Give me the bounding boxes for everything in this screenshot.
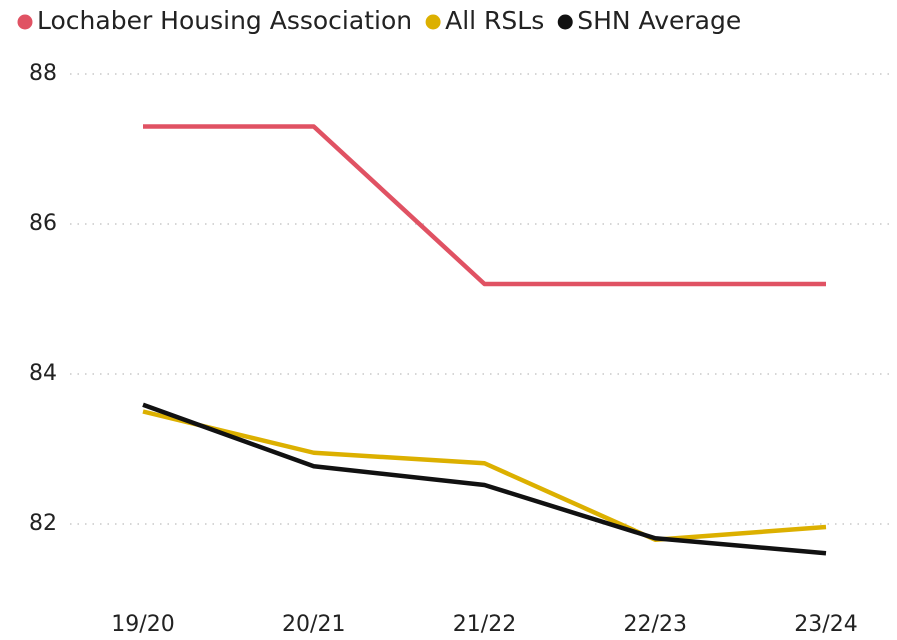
legend-marker: [17, 14, 33, 30]
legend-label: Lochaber Housing Association: [37, 6, 412, 35]
series-line: [142, 409, 827, 542]
y-tick-label: 88: [29, 61, 57, 86]
y-tick-label: 84: [29, 361, 57, 386]
x-tick-label: 20/21: [282, 612, 345, 637]
series-line: [142, 402, 827, 556]
legend-label: SHN Average: [577, 6, 741, 35]
x-tick-label: 22/23: [624, 612, 687, 637]
series-line: [143, 124, 826, 287]
legend-marker: [425, 14, 441, 30]
y-tick-label: 82: [29, 511, 57, 536]
legend-label: All RSLs: [445, 6, 544, 35]
y-tick-label: 86: [29, 211, 57, 236]
x-tick-label: 23/24: [794, 612, 857, 637]
legend-marker: [557, 14, 573, 30]
x-tick-label: 21/22: [453, 612, 516, 637]
x-tick-label: 19/20: [111, 612, 174, 637]
